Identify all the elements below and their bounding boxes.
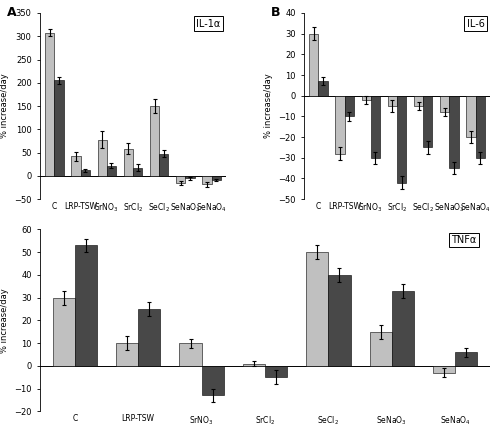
Text: TNFα: TNFα (451, 235, 476, 245)
Bar (75, 246, 97, 366)
Bar (243, 364, 265, 366)
Bar (440, 96, 450, 112)
Legend: Normal skin, Atopic dermatitis skin: Normal skin, Atopic dermatitis skin (316, 244, 478, 259)
Bar (124, 149, 133, 176)
Bar (318, 81, 328, 96)
Bar (138, 309, 160, 366)
Bar (107, 166, 116, 176)
Y-axis label: % increase/day: % increase/day (0, 74, 8, 139)
Bar (150, 106, 159, 176)
Bar (45, 32, 54, 176)
Bar (336, 96, 344, 154)
Bar (466, 96, 475, 137)
Text: IL-6: IL-6 (466, 19, 484, 29)
Bar (80, 170, 90, 176)
Bar (392, 291, 414, 366)
Legend: Normal skin, Atopic dermatitis skin: Normal skin, Atopic dermatitis skin (52, 244, 214, 259)
Bar (202, 176, 211, 184)
Text: IL-1α: IL-1α (196, 19, 220, 29)
Bar (328, 275, 350, 366)
Bar (423, 96, 432, 148)
Bar (159, 154, 168, 176)
Bar (202, 366, 224, 395)
Text: A: A (6, 6, 16, 19)
Bar (52, 298, 75, 366)
Bar (176, 176, 186, 183)
Bar (388, 96, 397, 106)
Text: B: B (270, 6, 280, 19)
Bar (133, 168, 142, 176)
Y-axis label: % increase/day: % increase/day (264, 74, 272, 139)
Y-axis label: % increase/day: % increase/day (0, 288, 8, 353)
Bar (450, 96, 458, 168)
Bar (344, 96, 354, 116)
Bar (310, 34, 318, 96)
Bar (371, 96, 380, 158)
Bar (414, 96, 423, 106)
Bar (265, 366, 287, 377)
Bar (98, 139, 107, 176)
Bar (476, 96, 485, 158)
Bar (306, 252, 328, 366)
Bar (397, 96, 406, 183)
Bar (212, 176, 220, 180)
Bar (455, 352, 477, 366)
Bar (54, 81, 64, 176)
Bar (362, 96, 371, 100)
Bar (370, 332, 392, 366)
Bar (186, 176, 194, 178)
Bar (433, 366, 455, 373)
Bar (72, 156, 80, 176)
Bar (116, 343, 138, 366)
Bar (180, 343, 202, 366)
